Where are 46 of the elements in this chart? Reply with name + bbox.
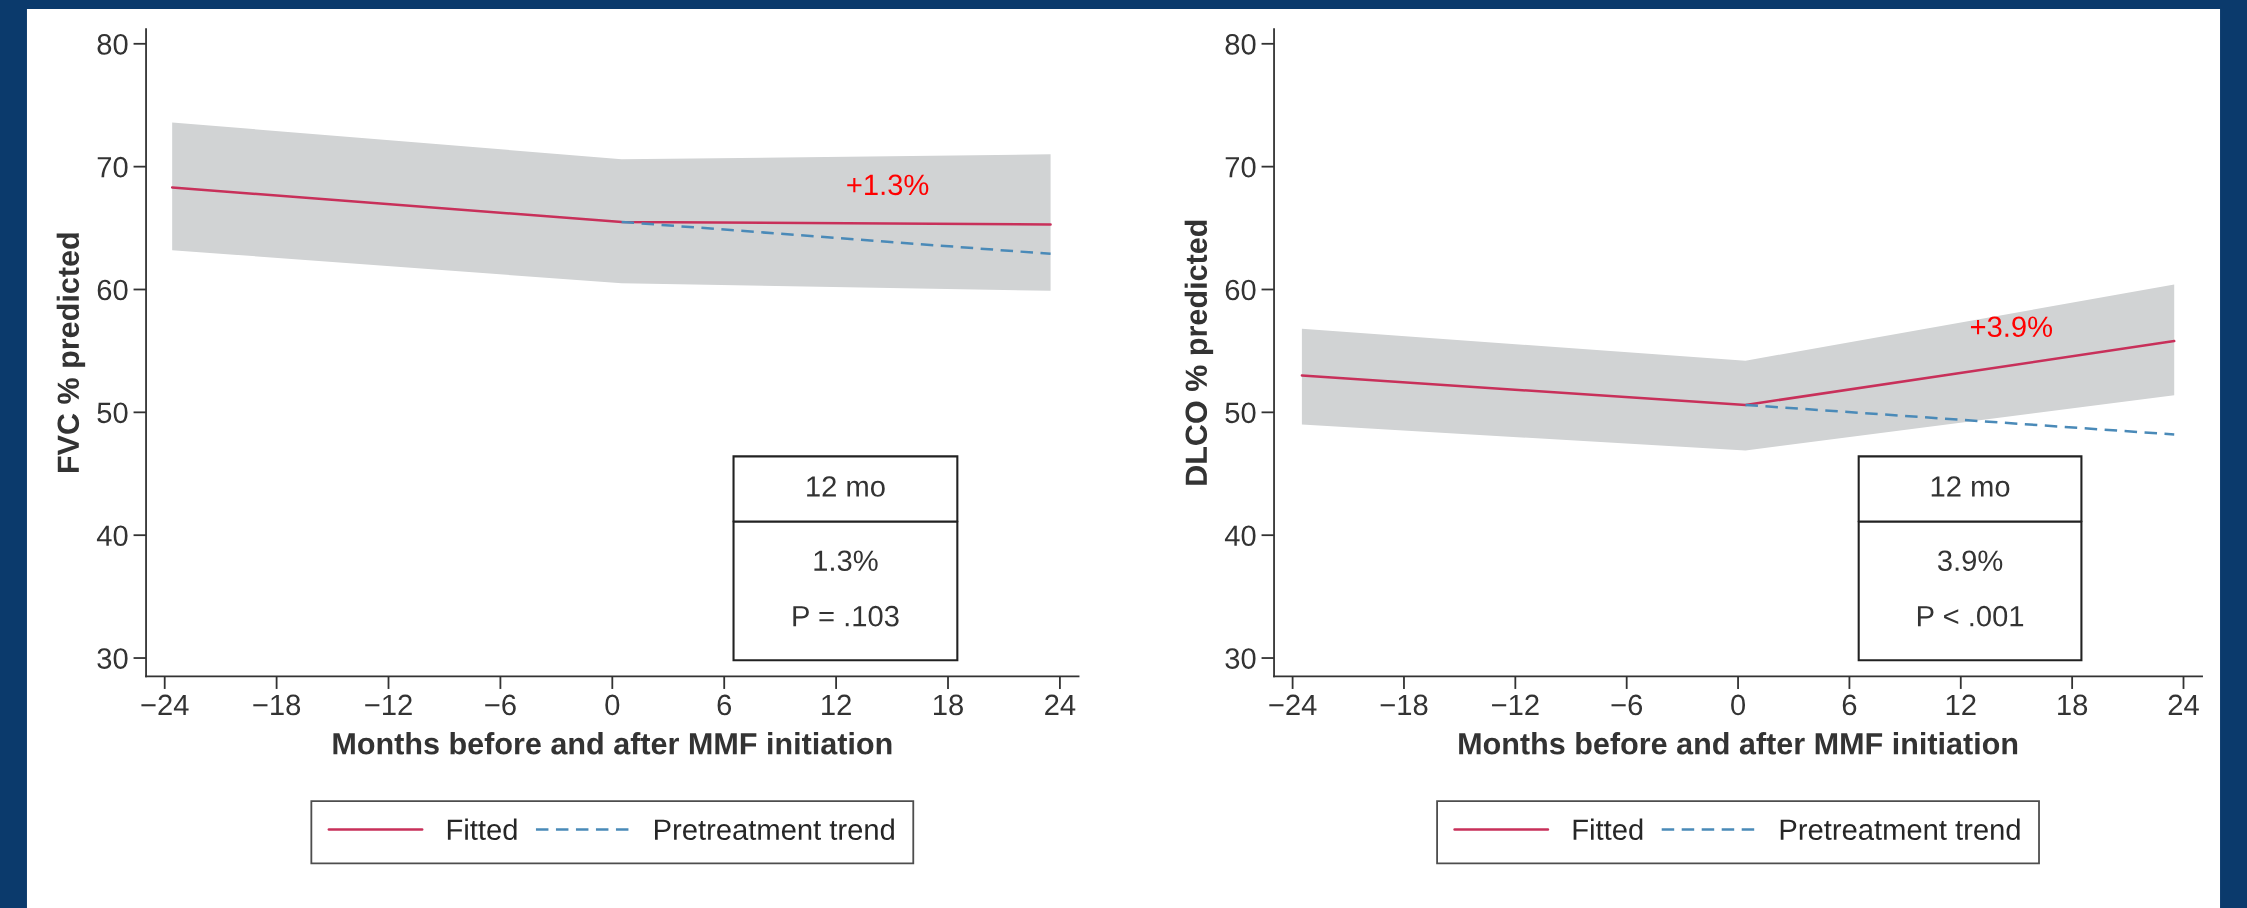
x-tick-label: 12 [1946,694,1976,715]
x-tick-label: −12 [365,694,412,715]
annotation: P = .103 [793,605,899,627]
y-tick-label: 40 [1224,525,1256,547]
y-tick-label: 50 [97,402,128,424]
x-axis-title: Months before and after MMF initiation [1459,732,2018,755]
x-tick-label: 18 [2058,694,2088,716]
y-tick-label: 70 [97,156,128,178]
annotation: +1.3% [847,174,929,196]
x-tick-label: −18 [1380,694,1428,716]
x-tick-label: 0 [605,694,620,716]
annotation: 3.9% [1937,550,2003,572]
legend-label: Fitted [447,818,517,841]
y-tick-label: 50 [1225,402,1256,424]
legend-label: Pretreatment trend [1780,818,2020,841]
x-tick-label: 24 [1045,694,1076,715]
x-tick-label: 24 [2168,694,2199,715]
legend-label: Fitted [1573,818,1643,841]
x-tick-label: 6 [1842,694,1857,716]
x-tick-label: 0 [1731,694,1746,716]
y-tick-label: 60 [1225,279,1256,301]
annotation: P < .001 [1917,605,2024,627]
y-tick-label: 40 [96,525,128,547]
annotation: 12 mo [807,476,885,497]
annotation: 1.3% [814,550,878,572]
annotation: +3.9% [1970,316,2053,338]
y-tick-label: 60 [97,279,128,301]
legend-label: Pretreatment trend [655,818,894,841]
x-tick-label: −6 [1611,694,1643,716]
y-axis-title: DLCO % predicted [1184,220,1214,485]
y-axis-title: FVC % predicted [56,233,86,473]
x-tick-label: 6 [717,694,732,716]
x-tick-label: −18 [253,694,301,716]
x-tick-label: −24 [141,694,189,715]
x-tick-label: −6 [485,694,516,716]
y-tick-label: 30 [97,648,128,669]
x-tick-label: 12 [822,694,851,715]
y-tick-label: 70 [1225,156,1256,178]
x-tick-label: −12 [1492,694,1539,715]
y-tick-label: 80 [97,34,128,55]
x-tick-label: 18 [934,694,963,716]
x-tick-label: −24 [1269,694,1317,715]
annotation: 12 mo [1931,476,2010,497]
y-tick-label: 30 [1225,648,1256,669]
y-tick-label: 80 [1225,34,1256,55]
x-axis-title: Months before and after MMF initiation [333,732,892,755]
